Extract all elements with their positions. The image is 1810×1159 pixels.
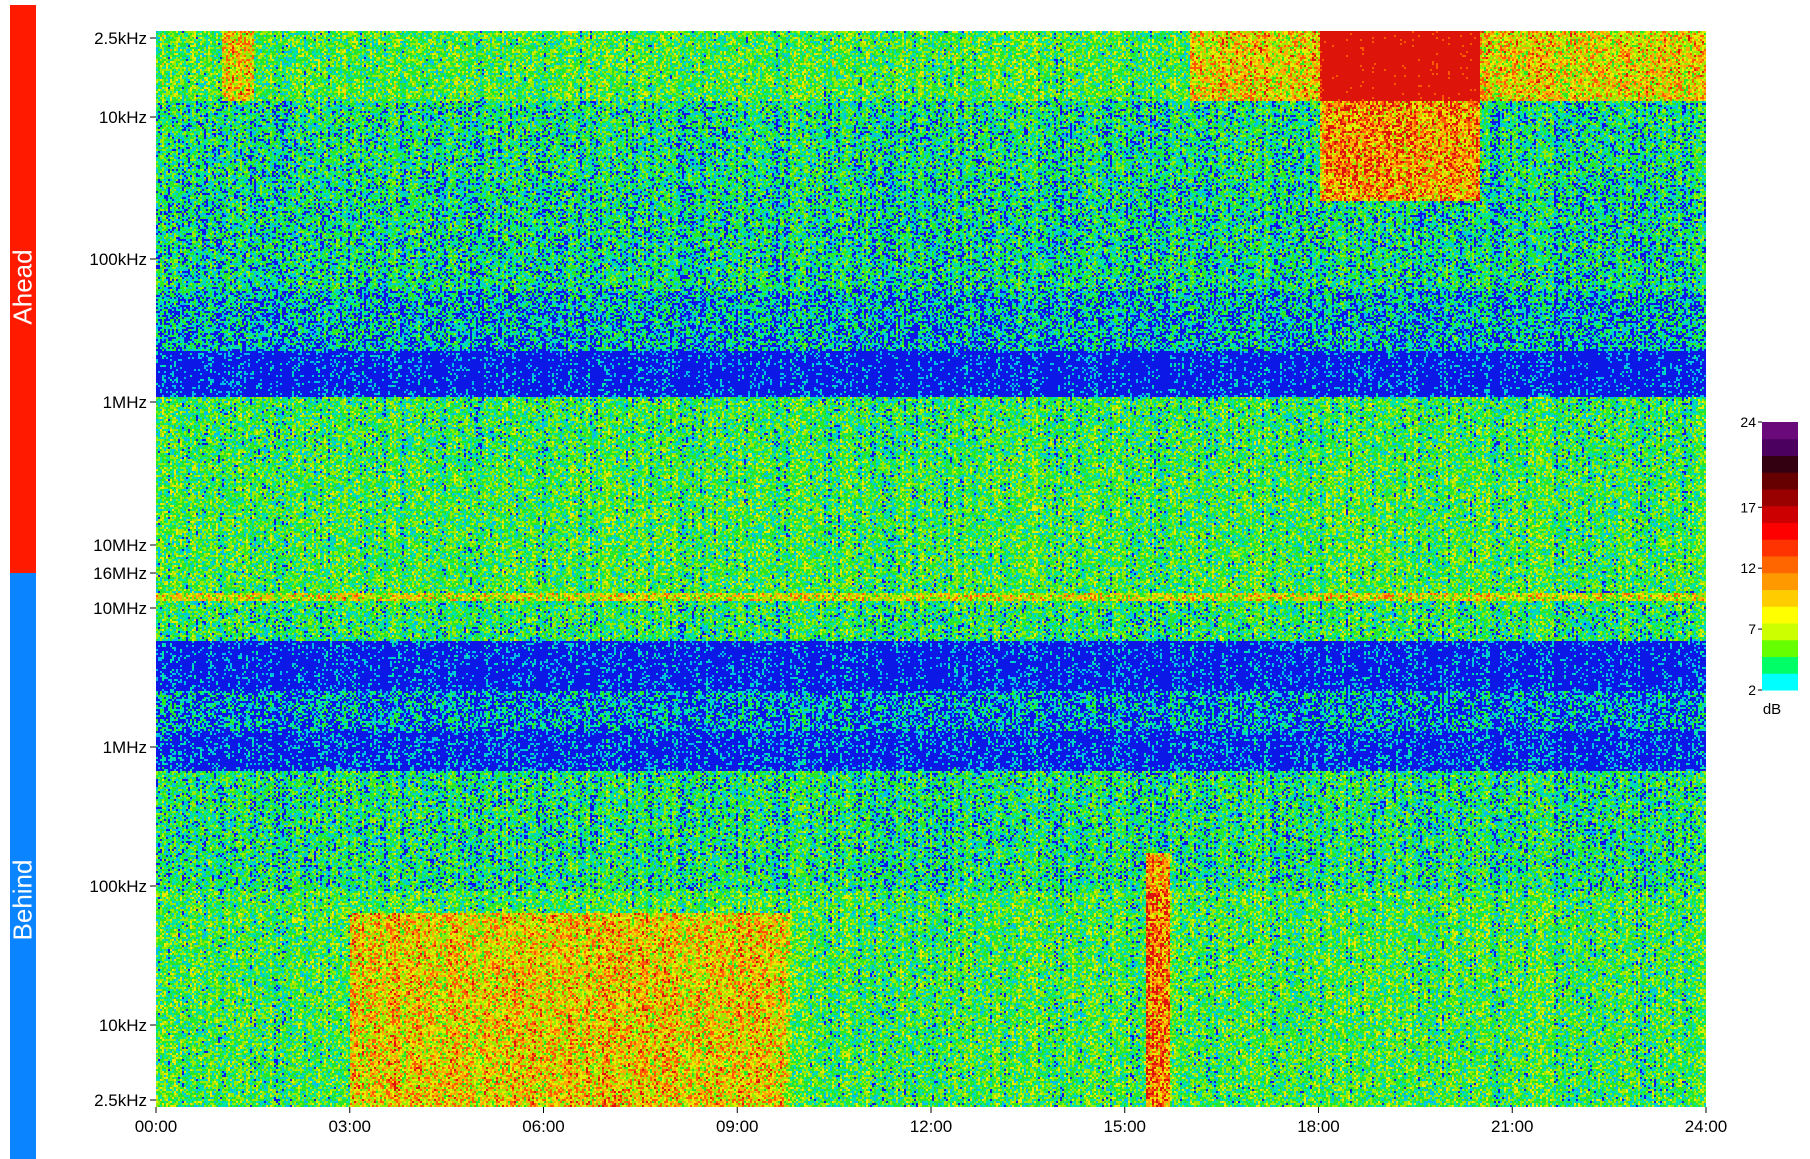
x-tick-label: 21:00	[1491, 1117, 1534, 1136]
x-tick-label: 24:00	[1685, 1117, 1728, 1136]
x-tick-label: 18:00	[1297, 1117, 1340, 1136]
colorbar-segment	[1762, 522, 1798, 540]
spectrogram-heatmap	[156, 31, 1706, 1107]
colorbar-unit-label: dB	[1763, 701, 1781, 718]
colorbar-tick-label: 2	[1748, 682, 1756, 698]
y-tick-label: 2.5kHz	[94, 1091, 147, 1110]
x-tick-label: 06:00	[522, 1117, 565, 1136]
y-axis-behind: 10MHz 1MHz 100kHz 10kHz 2.5kHz	[89, 599, 156, 1110]
x-tick-label: 03:00	[328, 1117, 371, 1136]
colorbar: 24 17 12 7 2 dB	[1740, 414, 1798, 718]
colorbar-segment	[1762, 572, 1798, 590]
y-tick-label: 16MHz	[93, 564, 147, 583]
colorbar-segment	[1762, 455, 1798, 473]
x-tick-label: 09:00	[716, 1117, 759, 1136]
x-axis: 00:00 03:00 06:00 09:00 12:00 15:00 18:00 21:00…	[135, 1107, 1728, 1136]
y-tick-label: 1MHz	[103, 738, 147, 757]
x-tick-label: 15:00	[1103, 1117, 1146, 1136]
colorbar-segment	[1762, 438, 1798, 456]
y-tick-label: 10MHz	[93, 536, 147, 555]
y-tick-label: 2.5kHz	[94, 29, 147, 48]
ahead-section-bar	[10, 5, 36, 573]
colorbar-segment	[1762, 472, 1798, 490]
colorbar-segment	[1762, 556, 1798, 574]
colorbar-segment	[1762, 673, 1798, 691]
colorbar-segment	[1762, 489, 1798, 507]
colorbar-segment	[1762, 422, 1798, 440]
y-tick-label: 10MHz	[93, 599, 147, 618]
y-tick-label: 1MHz	[103, 393, 147, 412]
colorbar-tick-label: 7	[1748, 621, 1756, 637]
colorbar-segment	[1762, 589, 1798, 607]
x-tick-label: 00:00	[135, 1117, 178, 1136]
y-tick-label: 10kHz	[99, 1016, 147, 1035]
colorbar-tick-label: 12	[1740, 560, 1756, 576]
y-tick-label: 10kHz	[99, 108, 147, 127]
colorbar-segment	[1762, 539, 1798, 557]
colorbar-tick-label: 24	[1740, 414, 1756, 430]
colorbar-segment	[1762, 656, 1798, 674]
y-tick-label: 100kHz	[89, 250, 147, 269]
colorbar-segment	[1762, 606, 1798, 624]
y-tick-label: 100kHz	[89, 877, 147, 896]
colorbar-segment	[1762, 639, 1798, 657]
y-axis-ahead: 2.5kHz 10kHz 100kHz 1MHz 10MHz 16MHz	[89, 29, 156, 583]
colorbar-segment	[1762, 505, 1798, 523]
behind-section-bar	[10, 573, 36, 1159]
colorbar-tick-label: 17	[1740, 499, 1756, 515]
x-tick-label: 12:00	[910, 1117, 953, 1136]
colorbar-segment	[1762, 623, 1798, 641]
